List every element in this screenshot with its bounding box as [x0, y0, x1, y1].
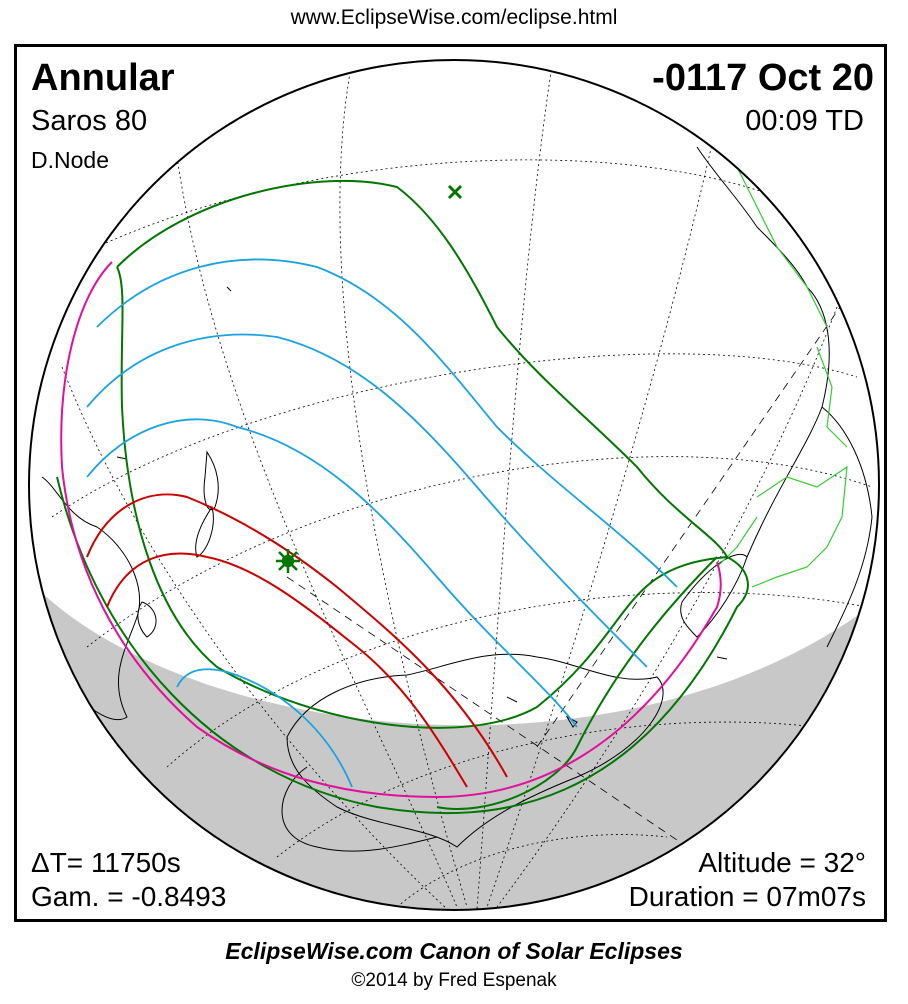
penumbra-limits	[56, 179, 749, 815]
coastlines	[41, 146, 873, 852]
eclipse-type: Annular	[31, 57, 175, 99]
eclipse-duration: Duration = 07m07s	[628, 881, 866, 912]
graticule	[51, 61, 873, 910]
eclipse-map-panel: Annular -0117 Oct 20 Saros 80 00:09 TD D…	[14, 44, 887, 922]
eclipse-date: -0117 Oct 20	[652, 57, 874, 99]
rise-set-curve	[60, 261, 722, 799]
x-mark-icon	[447, 184, 463, 200]
sun-altitude: Altitude = 32°	[698, 847, 866, 878]
saros-number: Saros 80	[31, 105, 148, 137]
gamma-value: Gam. = -0.8493	[31, 881, 227, 912]
node-label: D.Node	[31, 147, 109, 173]
sun-star-icon	[276, 549, 300, 573]
borders	[716, 166, 848, 588]
globe-map	[28, 59, 880, 911]
eclipse-time: 00:09 TD	[745, 105, 864, 137]
delta-t: ΔT= 11750s	[31, 847, 181, 878]
copyright: ©2014 by Fred Espenak	[351, 970, 557, 991]
canon-title: EclipseWise.com Canon of Solar Eclipses	[225, 938, 683, 964]
url-header: www.EclipseWise.com/eclipse.html	[290, 6, 618, 29]
magnitude-lines	[86, 258, 678, 788]
globe-outline	[28, 59, 880, 911]
